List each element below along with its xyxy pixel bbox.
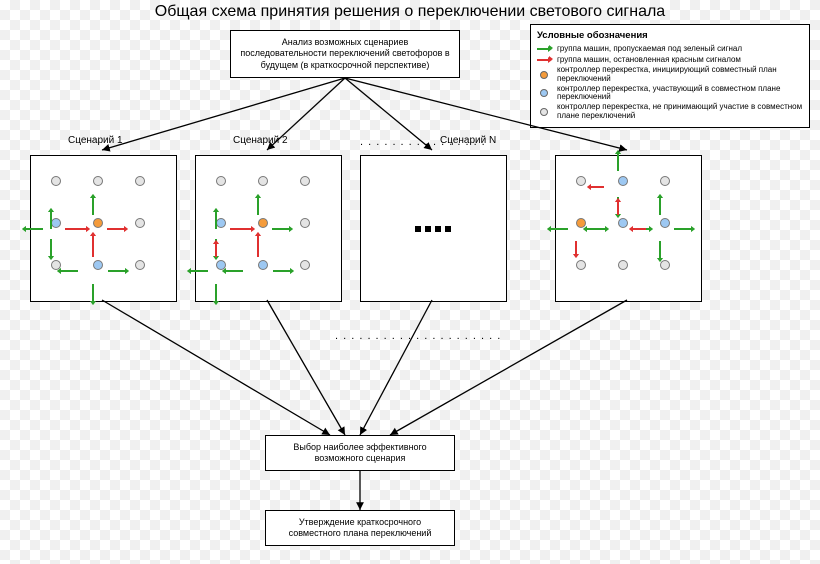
legend-row: контроллер перекрестка, инициирующий сов… xyxy=(537,66,803,84)
node-grey xyxy=(300,218,310,228)
scenario-ellipsis-panel xyxy=(360,155,507,302)
mini-arrow xyxy=(25,228,43,230)
node-grey xyxy=(51,176,61,186)
final-box: Утверждение краткосрочного совместного п… xyxy=(265,510,455,546)
page-title: Общая схема принятия решения о переключе… xyxy=(0,3,820,21)
legend-dot-icon xyxy=(537,107,553,117)
legend-dot-icon xyxy=(537,88,553,98)
mini-arrow xyxy=(225,270,243,272)
legend-text: группа машин, остановленная красным сигн… xyxy=(557,56,741,65)
legend-row: контроллер перекрестка, не принимающий у… xyxy=(537,103,803,121)
legend-text: группа машин, пропускаемая под зеленый с… xyxy=(557,45,742,54)
legend-title: Условные обозначения xyxy=(537,30,803,41)
scenario-2-label: Сценарий 2 xyxy=(233,135,288,146)
legend: Условные обозначения группа машин, пропу… xyxy=(530,24,810,128)
mini-arrow xyxy=(215,243,217,257)
scenario-1-label: Сценарий 1 xyxy=(68,135,123,146)
scenario-n-panel xyxy=(555,155,702,302)
mini-arrow xyxy=(50,239,52,257)
node-grey xyxy=(93,176,103,186)
mini-arrow xyxy=(257,235,259,257)
diagram-canvas: Общая схема принятия решения о переключе… xyxy=(0,0,820,564)
mini-arrow xyxy=(108,270,126,272)
legend-row: группа машин, пропускаемая под зеленый с… xyxy=(537,44,803,54)
node-blue xyxy=(93,260,103,270)
ellipsis-squares xyxy=(415,226,451,232)
mini-arrow xyxy=(60,270,78,272)
legend-text: контроллер перекрестка, инициирующий сов… xyxy=(557,66,803,84)
node-grey xyxy=(660,176,670,186)
node-grey xyxy=(576,176,586,186)
scenario-1-panel xyxy=(30,155,177,302)
mini-arrow xyxy=(107,228,125,230)
mini-arrow xyxy=(617,201,619,215)
mini-arrow xyxy=(590,186,604,188)
node-orange xyxy=(93,218,103,228)
mini-arrow xyxy=(550,228,568,230)
legend-row: группа машин, остановленная красным сигн… xyxy=(537,55,803,65)
mini-arrow xyxy=(590,228,606,230)
node-grey xyxy=(576,260,586,270)
mini-arrow xyxy=(92,235,94,257)
legend-arrow-icon xyxy=(537,44,553,54)
mini-arrow xyxy=(257,197,259,215)
mini-arrow xyxy=(65,228,87,230)
node-orange xyxy=(258,218,268,228)
mini-arrow xyxy=(575,241,577,255)
node-blue xyxy=(618,218,628,228)
mini-arrow xyxy=(215,211,217,229)
legend-text: контроллер перекрестка, участвующий в со… xyxy=(557,85,803,103)
node-grey xyxy=(618,260,628,270)
mini-arrow xyxy=(273,270,291,272)
mini-arrow xyxy=(50,211,52,229)
scenario-2-panel xyxy=(195,155,342,302)
legend-arrow-icon xyxy=(537,55,553,65)
select-box: Выбор наиболее эффективного возможного с… xyxy=(265,435,455,471)
node-blue xyxy=(660,218,670,228)
mini-arrow xyxy=(659,241,661,259)
mini-arrow xyxy=(92,284,94,302)
mini-arrow xyxy=(92,197,94,215)
node-grey xyxy=(135,218,145,228)
mini-arrow xyxy=(272,228,290,230)
node-blue xyxy=(216,218,226,228)
mini-arrow xyxy=(674,228,692,230)
node-grey xyxy=(216,176,226,186)
scenario-n-label: Сценарий N xyxy=(440,135,496,146)
mini-arrow xyxy=(659,197,661,215)
mini-arrow xyxy=(632,228,646,230)
analysis-box: Анализ возможных сценариев последователь… xyxy=(230,30,460,78)
node-blue xyxy=(618,176,628,186)
dots-mid: . . . . . . . . . . . . . . . . . . . . … xyxy=(335,330,501,342)
node-grey xyxy=(135,260,145,270)
node-grey xyxy=(135,176,145,186)
node-grey xyxy=(300,260,310,270)
mini-arrow xyxy=(190,270,208,272)
node-grey xyxy=(300,176,310,186)
node-blue xyxy=(258,260,268,270)
legend-row: контроллер перекрестка, участвующий в со… xyxy=(537,85,803,103)
node-blue xyxy=(51,218,61,228)
node-grey xyxy=(258,176,268,186)
mini-arrow xyxy=(230,228,252,230)
mini-arrow xyxy=(617,153,619,171)
legend-dot-icon xyxy=(537,70,553,80)
legend-text: контроллер перекрестка, не принимающий у… xyxy=(557,103,803,121)
mini-arrow xyxy=(215,284,217,302)
